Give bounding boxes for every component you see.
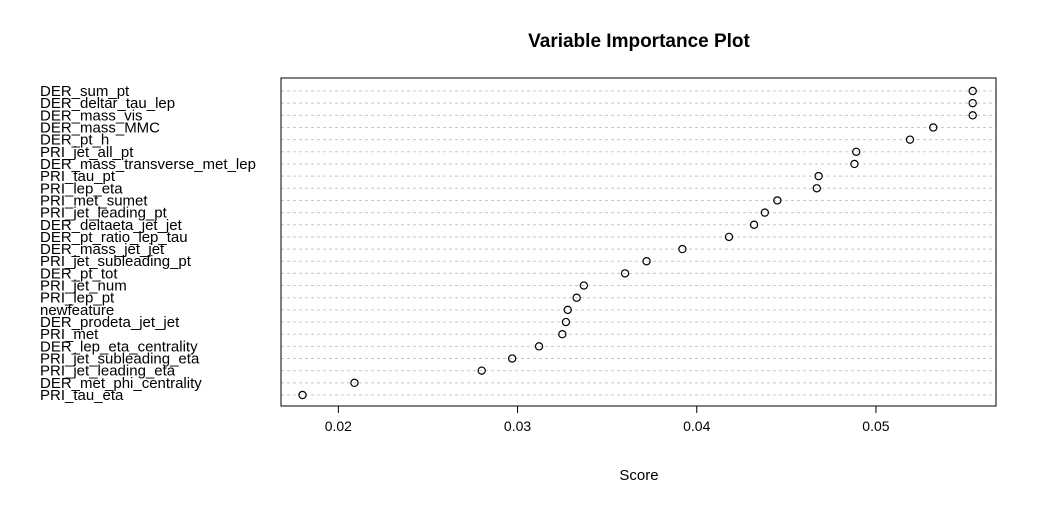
data-point	[572, 293, 581, 302]
category-label: DER_prodeta_jet_jet	[40, 314, 180, 331]
data-point	[579, 281, 589, 290]
data-point	[724, 232, 734, 242]
x-tick-label: 0.03	[504, 418, 531, 434]
data-point	[678, 244, 687, 254]
category-label: PRI_met_sumet	[40, 192, 148, 209]
x-tick-label: 0.04	[683, 418, 710, 434]
category-label: DER_mass_jet_jet	[40, 241, 165, 258]
data-point	[968, 111, 977, 120]
category-label: DER_pt_h	[40, 132, 109, 149]
data-point	[929, 123, 938, 132]
category-label: PRI_tau_eta	[40, 387, 124, 404]
category-label: DER_mass_vis	[40, 107, 143, 124]
data-point	[749, 220, 759, 229]
category-label: DER_pt_tot	[40, 265, 118, 282]
data-point	[812, 184, 822, 193]
category-label: newfeature	[40, 302, 114, 319]
category-label: PRI_jet_all_pt	[40, 144, 134, 161]
grid-lines	[281, 90, 996, 396]
data-point	[350, 378, 359, 388]
data-point	[534, 342, 544, 351]
data-point	[477, 366, 486, 375]
data-points	[298, 86, 977, 400]
category-label: PRI_lep_pt	[40, 290, 115, 307]
data-point	[968, 86, 977, 96]
category-label: DER_deltar_tau_lep	[40, 95, 175, 112]
category-label: PRI_tau_pt	[40, 168, 116, 185]
data-point	[814, 171, 823, 181]
x-tick-label: 0.02	[325, 418, 352, 434]
data-point	[507, 354, 517, 363]
data-point	[968, 98, 977, 108]
data-point	[561, 317, 571, 327]
category-label: DER_deltaeta_jet_jet	[40, 217, 183, 234]
category-label: DER_lep_eta_centrality	[40, 338, 198, 355]
data-point	[760, 208, 770, 217]
data-point	[298, 390, 307, 400]
data-point	[905, 135, 915, 144]
data-point	[558, 330, 567, 339]
category-label: PRI_met	[40, 326, 99, 343]
category-label: PRI_jet_leading_pt	[40, 205, 168, 222]
x-tick-label: 0.05	[862, 418, 889, 434]
category-label: PRI_lep_eta	[40, 180, 123, 197]
category-label: PRI_jet_subleading_pt	[40, 253, 192, 270]
category-label: PRI_jet_leading_eta	[40, 363, 176, 380]
category-label: DER_mass_transverse_met_lep	[40, 156, 256, 173]
category-label: DER_mass_MMC	[40, 119, 160, 136]
category-label: DER_sum_pt	[40, 83, 130, 100]
category-label: PRI_jet_num	[40, 278, 127, 295]
data-point	[642, 257, 651, 266]
category-label: DER_pt_ratio_lep_tau	[40, 229, 188, 246]
data-point	[852, 147, 861, 156]
x-axis-label: Score	[619, 467, 658, 484]
data-point	[773, 196, 782, 205]
category-labels: DER_sum_ptDER_deltar_tau_lepDER_mass_vis…	[40, 83, 256, 404]
chart-title: Variable Importance Plot	[528, 31, 750, 52]
data-point	[850, 159, 859, 169]
category-label: PRI_jet_subleading_eta	[40, 351, 200, 368]
data-point	[620, 269, 630, 278]
data-point	[563, 305, 572, 315]
category-label: DER_met_phi_centrality	[40, 375, 202, 392]
x-axis: 0.02 0.03 0.04 0.05	[325, 405, 890, 434]
